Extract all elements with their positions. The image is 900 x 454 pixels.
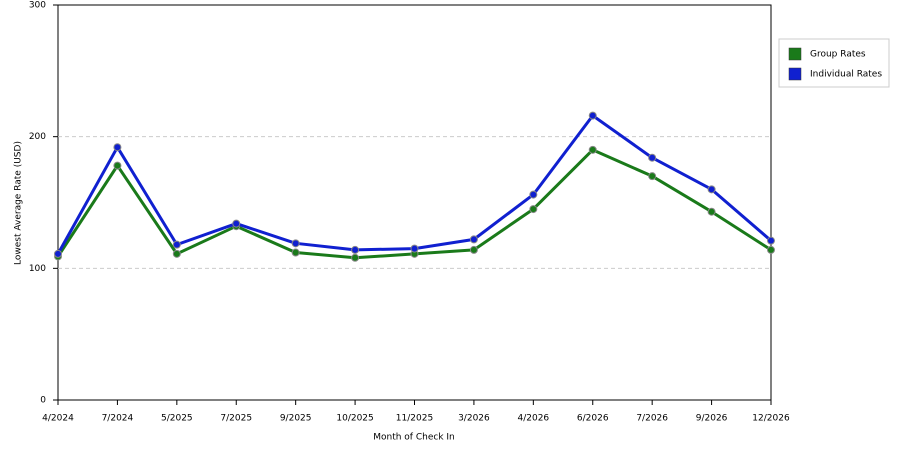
data-point <box>410 244 419 253</box>
data-point <box>54 249 62 258</box>
data-point <box>113 143 122 152</box>
y-tick-label: 300 <box>29 1 46 11</box>
y-tick-label: 200 <box>29 132 46 142</box>
data-point <box>113 161 122 170</box>
data-point <box>648 172 657 181</box>
x-tick-label: 4/2024 <box>42 414 74 424</box>
data-point <box>529 205 538 214</box>
x-tick-label: 12/2026 <box>752 414 790 424</box>
x-tick-label: 3/2026 <box>458 414 490 424</box>
data-point <box>469 235 478 244</box>
x-tick-label: 9/2026 <box>696 414 728 424</box>
data-point <box>291 239 300 248</box>
data-point <box>172 249 181 258</box>
data-point <box>172 240 181 249</box>
data-point <box>469 245 478 254</box>
data-point <box>707 207 716 216</box>
data-point <box>767 236 775 245</box>
data-point <box>767 245 775 254</box>
data-point <box>351 245 360 254</box>
data-point <box>588 111 597 120</box>
x-tick-label: 5/2025 <box>161 414 193 424</box>
legend-label: Group Rates <box>810 50 866 60</box>
legend-swatch <box>788 67 802 81</box>
legend-label: Individual Rates <box>810 70 882 80</box>
x-tick-label: 10/2025 <box>336 414 373 424</box>
plot-frame <box>57 4 772 401</box>
x-axis-label: Month of Check In <box>373 433 455 443</box>
y-tick-label: 0 <box>40 396 46 406</box>
x-tick-label: 7/2024 <box>102 414 134 424</box>
data-point <box>588 145 597 154</box>
x-tick-label: 11/2025 <box>396 414 433 424</box>
x-tick-label: 7/2025 <box>220 414 252 424</box>
x-tick-label: 6/2026 <box>577 414 609 424</box>
data-point <box>351 253 360 262</box>
x-tick-label: 4/2026 <box>517 414 549 424</box>
x-tick-label: 7/2026 <box>636 414 668 424</box>
data-point <box>529 190 538 199</box>
data-point <box>232 219 241 228</box>
data-point <box>707 185 716 194</box>
data-point <box>648 153 657 162</box>
data-point <box>291 248 300 257</box>
x-tick-label: 9/2025 <box>280 414 312 424</box>
y-axis-label: Lowest Average Rate (USD) <box>14 141 24 265</box>
legend-swatch <box>788 47 802 61</box>
y-tick-label: 100 <box>29 264 46 274</box>
